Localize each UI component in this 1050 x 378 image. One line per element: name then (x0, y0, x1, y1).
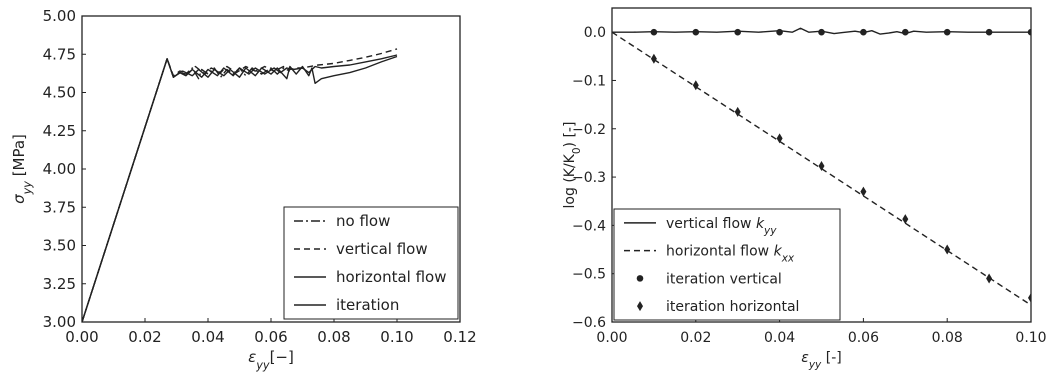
y-tick-label: −0.4 (572, 218, 606, 234)
legend-frame (613, 208, 841, 321)
y-tick-label: 3.25 (43, 275, 76, 293)
plot-area (612, 27, 1031, 306)
marker-iteration-vertical (692, 28, 700, 36)
marker-iteration-horizontal (734, 106, 741, 117)
legend-label-iteration-vertical: iteration vertical (666, 271, 782, 287)
y-tick-label: 4.75 (43, 45, 76, 63)
marker-iteration-horizontal (860, 186, 867, 197)
legend-label-horizontal-flow: horizontal flow kxx (666, 244, 795, 265)
marker-iteration-vertical (902, 28, 909, 36)
x-tick-label: 0.08 (317, 328, 350, 346)
x-tick-label: 0.10 (380, 328, 413, 346)
marker-iteration-horizontal (650, 53, 657, 64)
legend-marker-iteration-horizontal (637, 301, 643, 312)
marker-iteration-horizontal (776, 133, 783, 144)
legend-label-no-flow: no flow (336, 212, 390, 230)
x-axis-label: εyy [-] (801, 350, 841, 371)
marker-iteration-horizontal (692, 80, 699, 91)
y-tick-label: 3.00 (43, 313, 76, 331)
right-chart-permeability: 0.00 0.02 0.04 0.06 0.08 0.10 0.0 −0.1 −0.2 −0.3 −… (562, 7, 1047, 371)
y-tick-label: 3.75 (43, 198, 76, 216)
y-tick-label: 4.00 (43, 160, 76, 178)
marker-iteration-vertical (650, 28, 658, 36)
marker-iteration-horizontal (944, 244, 951, 255)
y-tick-label: −0.6 (572, 315, 606, 331)
y-tick-label: 3.50 (43, 237, 76, 255)
y-tick-label: −0.1 (572, 73, 606, 89)
y-tick-label: 5.00 (43, 7, 76, 25)
y-tick-label: −0.2 (572, 122, 606, 138)
legend: no flow vertical flow horizontal flow itera… (283, 206, 459, 320)
marker-iteration-horizontal (902, 214, 909, 225)
series-line-horizontal-flow (82, 55, 398, 322)
y-axis-label: σyy [MPa] (10, 134, 34, 204)
y-tick-label: 4.50 (43, 84, 76, 102)
legend-label-horizontal-flow: horizontal flow (336, 268, 446, 286)
x-tick-label: 0.02 (128, 328, 161, 346)
x-tick-label: 0.04 (191, 328, 224, 346)
x-tick-label: 0.04 (764, 330, 795, 346)
legend-marker-iteration-vertical (636, 275, 644, 282)
legend-label-iteration: iteration (336, 296, 399, 314)
legend-frame (283, 206, 459, 320)
x-tick-label: 0.02 (680, 330, 711, 346)
marker-iteration-vertical (734, 28, 741, 36)
legend: vertical flow kyy horizontal flow kxx iter… (613, 208, 841, 321)
y-tick-label: 0.0 (584, 25, 606, 41)
y-tick-label: −0.5 (572, 267, 606, 283)
marker-iteration-horizontal (818, 160, 825, 171)
marker-iteration-vertical (985, 28, 993, 36)
y-tick-label: −0.3 (572, 170, 606, 186)
x-tick-label: 0.12 (443, 328, 476, 346)
left-chart-stress-strain: 0.00 0.02 0.04 0.06 0.08 0.10 0.12 3.00 3.25 3.50… (10, 7, 477, 372)
legend-label-iteration-horizontal: iteration horizontal (666, 299, 799, 315)
x-tick-label: 0.06 (254, 328, 287, 346)
marker-iteration-horizontal (1028, 292, 1031, 303)
marker-iteration-vertical (860, 28, 867, 36)
marker-iteration-vertical (943, 28, 951, 36)
x-tick-label: 0.00 (596, 330, 627, 346)
x-tick-label: 0.06 (848, 330, 879, 346)
marker-iteration-vertical (776, 28, 783, 36)
y-axis-label: log (K/K0) [-] (562, 122, 583, 209)
legend-label-vertical-flow: vertical flow kyy (666, 216, 777, 237)
legend-label-vertical-flow: vertical flow (336, 240, 428, 258)
x-tick-label: 0.10 (1015, 330, 1046, 346)
series-line-no-flow (82, 58, 291, 322)
y-tick-label: 4.25 (43, 122, 76, 140)
plot-frame (611, 7, 1032, 323)
x-tick-label: 0.08 (932, 330, 963, 346)
marker-iteration-vertical (818, 28, 825, 36)
series-line-vertical-flow (612, 27, 1031, 35)
series-line-iteration (82, 54, 398, 322)
marker-iteration-vertical (1027, 28, 1031, 36)
x-tick-label: 0.00 (65, 328, 98, 346)
plot-area (82, 48, 398, 322)
marker-iteration-horizontal (986, 273, 993, 284)
x-axis-label: εyy[−] (248, 348, 294, 372)
